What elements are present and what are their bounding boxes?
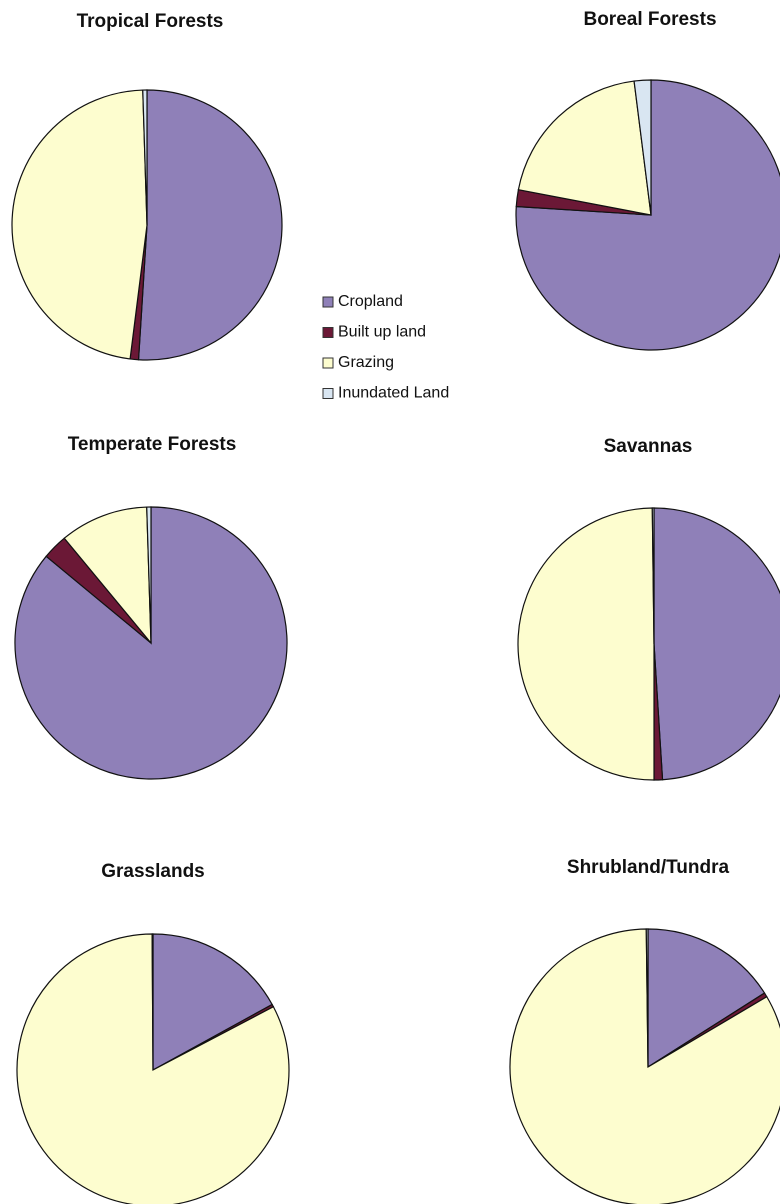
pie-slice xyxy=(651,507,655,645)
pie-slice xyxy=(517,80,652,216)
legend-swatch xyxy=(322,327,334,338)
pie-slice xyxy=(151,933,154,1071)
legend-label: Built up land xyxy=(338,324,426,341)
legend-swatch xyxy=(322,296,334,308)
pie-slice xyxy=(152,933,273,1072)
pie-slice xyxy=(142,89,148,226)
chart-title: Temperate Forests xyxy=(68,434,237,455)
chart-title: Grasslands xyxy=(101,861,205,882)
pie-slice xyxy=(645,928,649,1068)
legend-label: Inundated Land xyxy=(338,385,449,402)
pie-slice xyxy=(63,506,152,645)
chart-title: Tropical Forests xyxy=(77,11,224,32)
legend-swatch xyxy=(322,388,334,399)
pie-slice xyxy=(509,928,780,1204)
pie-slice xyxy=(633,79,652,216)
legend-swatch xyxy=(322,357,334,369)
pie-slice xyxy=(517,507,655,781)
legend-label: Cropland xyxy=(338,293,403,310)
pie-slice xyxy=(137,89,283,361)
pie-slice xyxy=(647,928,766,1069)
legend-label: Grazing xyxy=(338,354,394,371)
chart-title: Savannas xyxy=(604,436,693,457)
pie-slice xyxy=(146,506,152,644)
chart-title: Boreal Forests xyxy=(583,9,716,30)
chart-title: Shrubland/Tundra xyxy=(567,857,730,878)
pie-slice xyxy=(653,507,780,781)
pie-slice xyxy=(11,89,148,360)
